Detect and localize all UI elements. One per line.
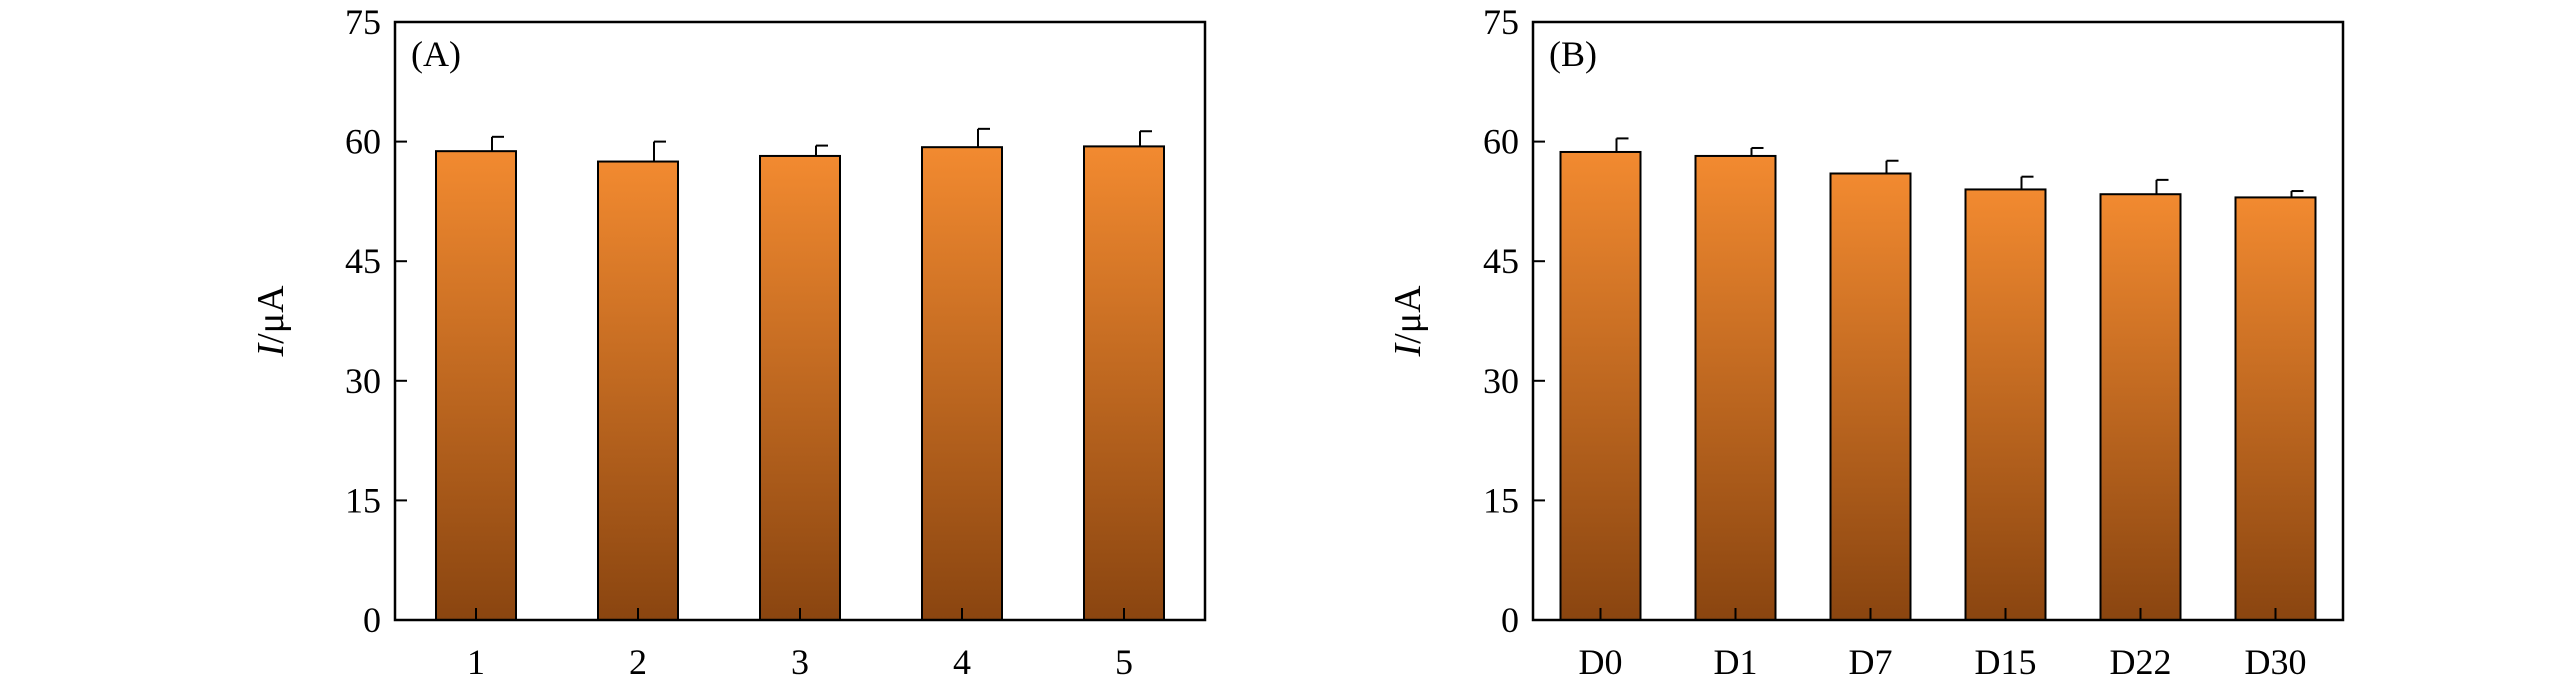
y-tick-label-b-5: 75 [1483, 2, 1519, 42]
y-tick-label-a-5: 75 [345, 2, 381, 42]
ticks-b: 0 15 30 45 60 75 D0 D1 D7 D15 D22 D30 [1483, 2, 2307, 682]
x-tick-label-a-0: 1 [467, 642, 485, 682]
bar-a-4 [921, 146, 1003, 621]
bar-a-1 [435, 150, 517, 621]
bar-b-4 [1964, 188, 2047, 621]
x-tick-label-b-5: D30 [2245, 642, 2307, 682]
chart-panel-b: 0 15 30 45 60 75 D0 D1 D7 D15 D22 D30 (B) I/μA [1387, 2, 2345, 682]
bar-a-2 [597, 160, 679, 622]
y-tick-label-b-3: 45 [1483, 241, 1519, 281]
y-axis-label-b: I/μA [1387, 285, 1429, 358]
x-tick-label-b-4: D22 [2110, 642, 2172, 682]
x-tick-label-b-1: D1 [1714, 642, 1758, 682]
y-axis-label-unit-a: /μA [250, 285, 292, 344]
y-tick-label-a-0: 0 [363, 600, 381, 640]
bar-b-2 [1694, 154, 1777, 621]
x-tick-label-a-4: 5 [1115, 642, 1133, 682]
y-tick-label-b-4: 60 [1483, 122, 1519, 162]
x-tick-label-b-0: D0 [1579, 642, 1623, 682]
bar-a-5 [1083, 145, 1165, 621]
panel-label-b: (B) [1549, 34, 1597, 74]
y-tick-label-a-3: 45 [345, 241, 381, 281]
y-axis-label-italic-a: I [250, 342, 292, 358]
y-tick-label-a-1: 15 [345, 480, 381, 520]
y-tick-label-b-1: 15 [1483, 480, 1519, 520]
x-tick-label-b-3: D15 [1975, 642, 2037, 682]
y-tick-label-a-2: 30 [345, 361, 381, 401]
bars-a [435, 127, 1165, 622]
x-tick-label-a-2: 3 [791, 642, 809, 682]
y-axis-label-italic-b: I [1387, 342, 1429, 358]
y-tick-label-b-0: 0 [1501, 600, 1519, 640]
y-axis-label-a: I/μA [250, 285, 292, 358]
bar-b-3 [1829, 172, 1912, 621]
x-tick-label-a-1: 2 [629, 642, 647, 682]
bar-b-5 [2099, 193, 2182, 621]
panel-label-a: (A) [411, 34, 461, 74]
bars-b [1559, 137, 2317, 621]
bar-a-3 [759, 154, 841, 621]
x-tick-label-b-2: D7 [1849, 642, 1893, 682]
bar-b-1 [1559, 150, 1642, 621]
plot-frame-b [1531, 20, 2345, 622]
y-tick-label-a-4: 60 [345, 122, 381, 162]
y-tick-label-b-2: 30 [1483, 361, 1519, 401]
bar-b-6 [2234, 196, 2317, 621]
y-axis-label-unit-b: /μA [1387, 285, 1429, 344]
x-tick-label-a-3: 4 [953, 642, 971, 682]
